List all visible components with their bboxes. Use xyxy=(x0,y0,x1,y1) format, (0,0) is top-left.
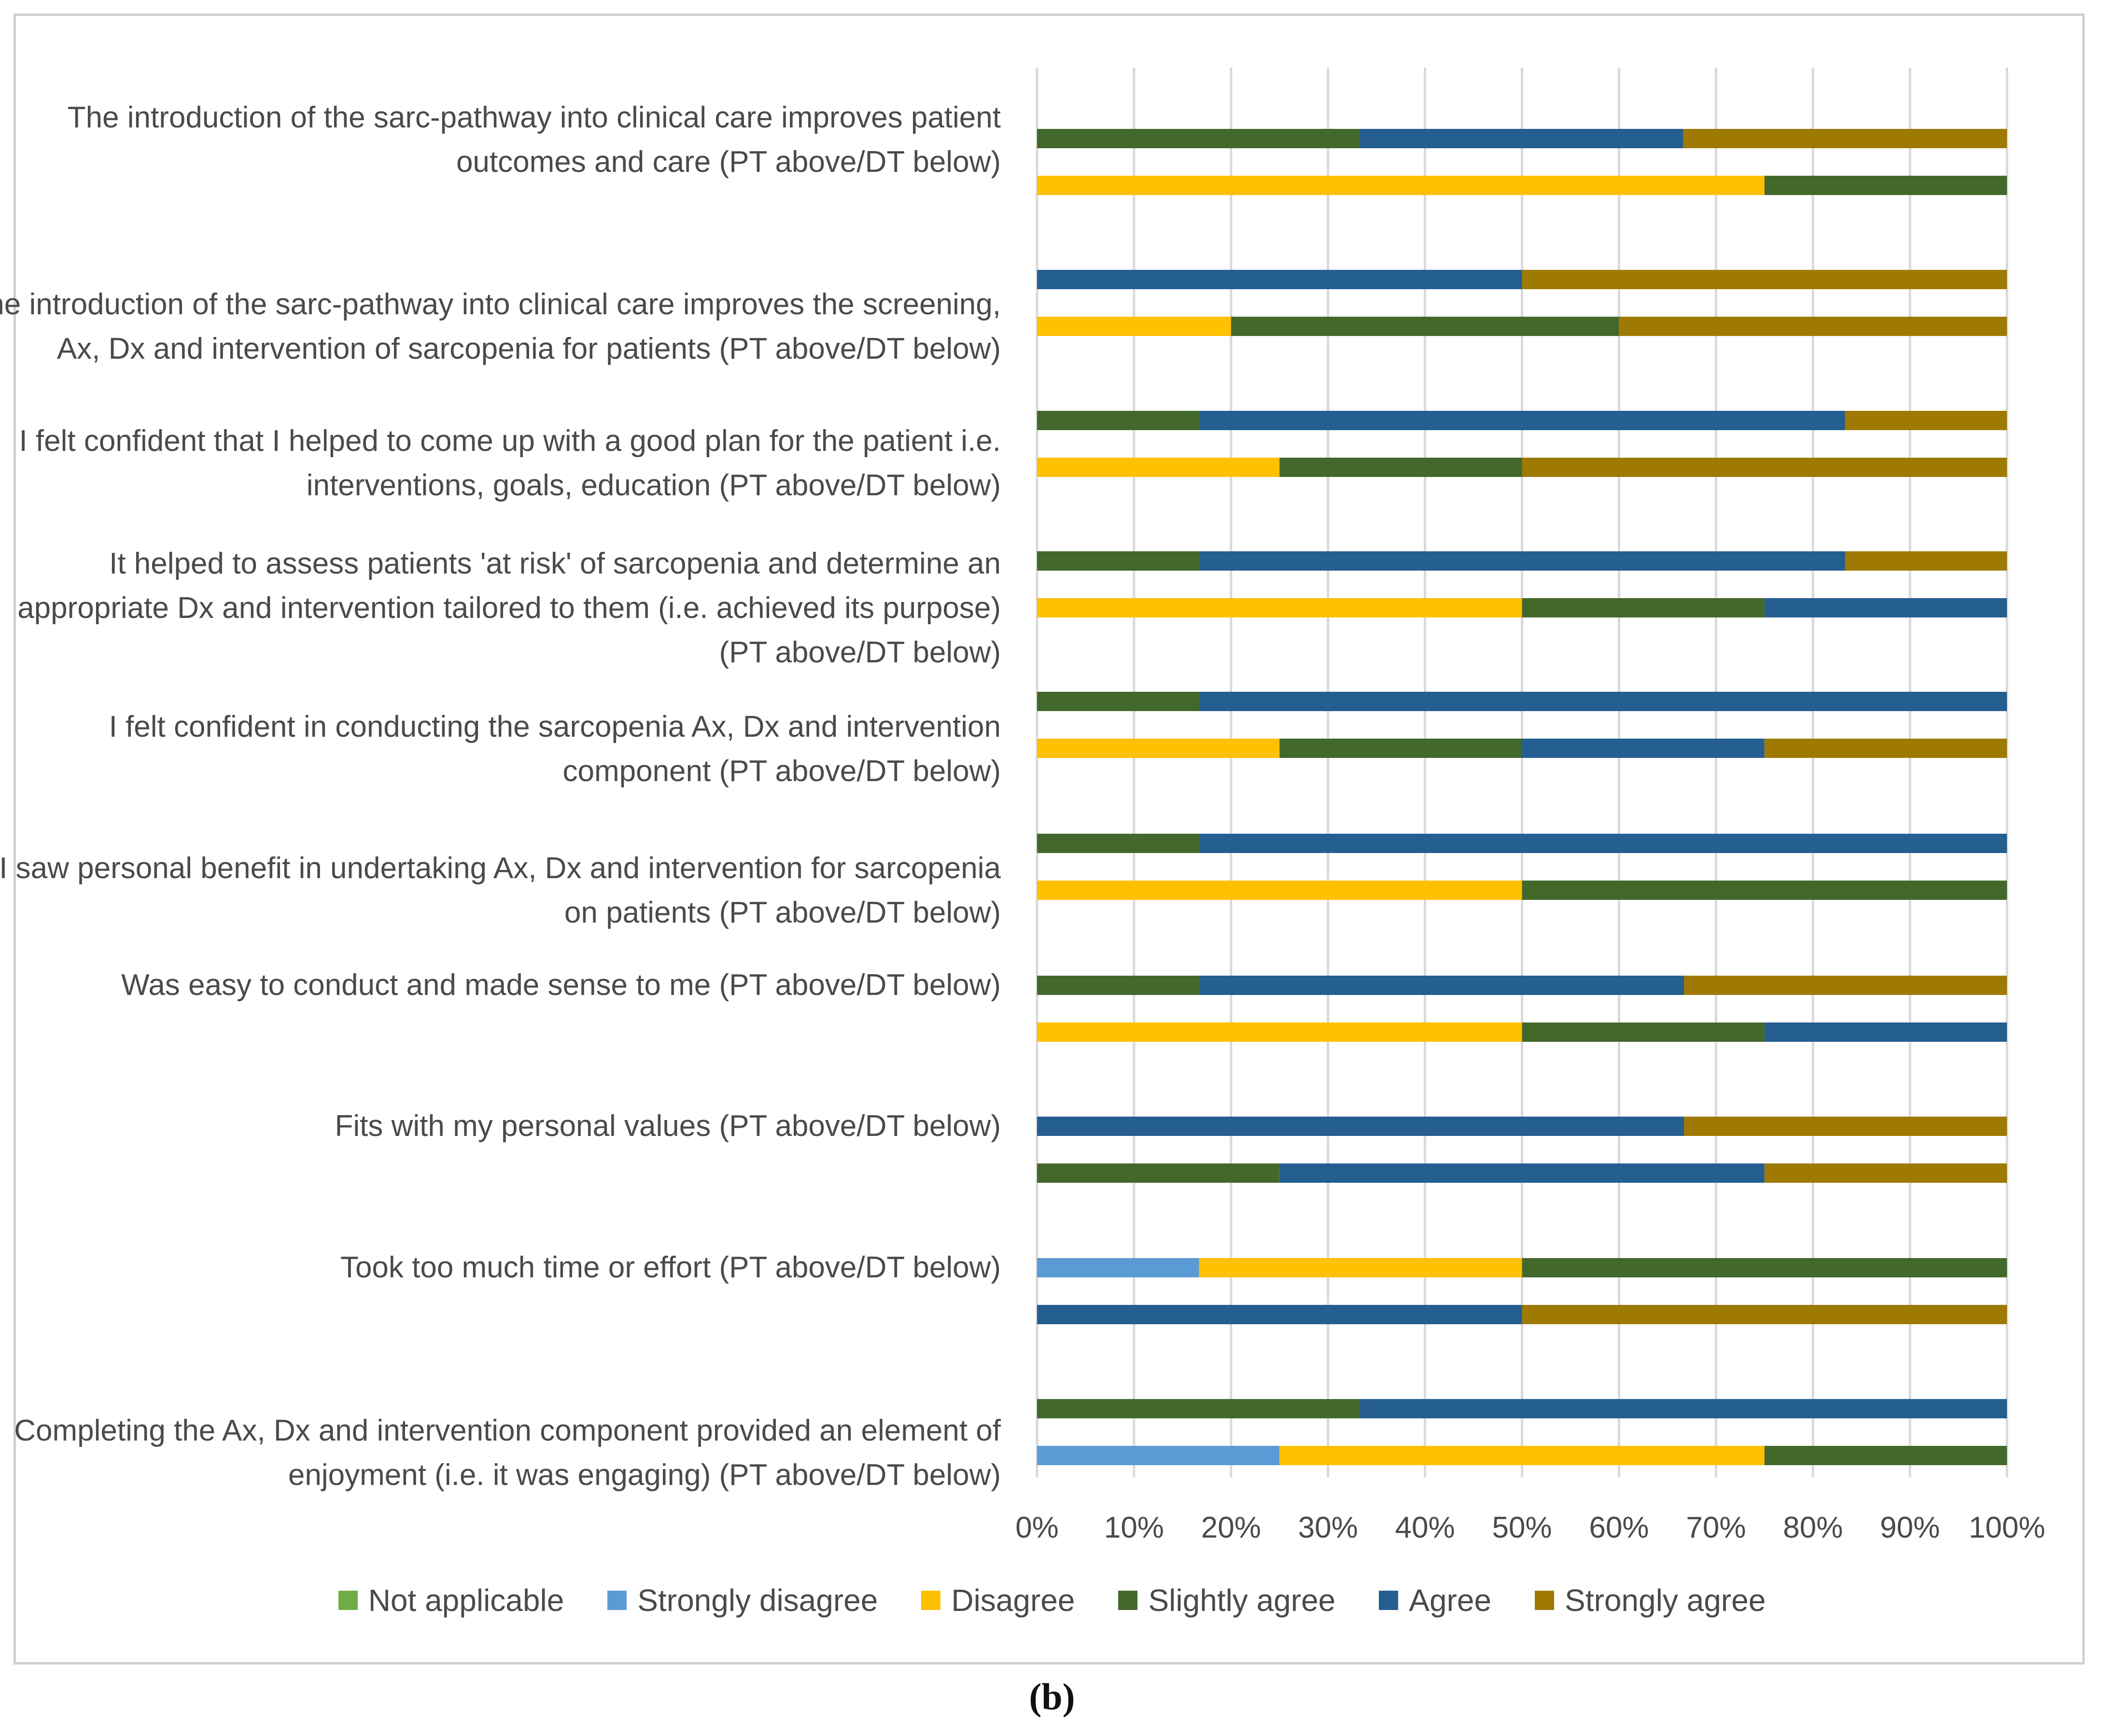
bar-segment-pt xyxy=(1037,270,1522,289)
bar-segment-dt xyxy=(1764,1446,2007,1465)
legend-swatch xyxy=(607,1591,627,1610)
legend-label: Agree xyxy=(1409,1583,1492,1618)
bar-segment-pt xyxy=(1199,692,2007,711)
bar-segment-dt xyxy=(1764,598,2007,617)
bar-segment-dt xyxy=(1037,458,1280,477)
bar-segment-dt xyxy=(1037,317,1231,336)
bar-segment-pt xyxy=(1522,1258,2007,1277)
bar-segment-pt xyxy=(1845,411,2007,430)
bar-segment-dt xyxy=(1037,739,1280,758)
legend: Not applicable Strongly disagree Disagree S… xyxy=(0,1579,2104,1622)
bar-segment-dt xyxy=(1279,739,1522,758)
question-label: Fits with my personal values (PT above/D… xyxy=(335,1109,1001,1143)
legend-label: Not applicable xyxy=(368,1583,564,1618)
bar-segment-dt xyxy=(1279,458,1522,477)
bar-segment-pt xyxy=(1522,270,2007,289)
bar-segment-dt xyxy=(1522,1305,2007,1324)
x-tick-label: 60% xyxy=(1589,1511,1649,1544)
x-tick-label: 40% xyxy=(1395,1511,1455,1544)
bar-segment-dt xyxy=(1037,1305,1522,1324)
bar-segment-pt xyxy=(1199,834,2007,853)
bar-segment-dt xyxy=(1522,1022,1765,1042)
bar-segment-dt xyxy=(1522,458,2007,477)
legend-swatch xyxy=(1535,1591,1555,1610)
bar-segment-pt xyxy=(1199,976,1684,995)
question-label: I felt confident that I helped to come u… xyxy=(19,424,1001,502)
bar-segment-pt xyxy=(1037,1399,1360,1418)
x-tick-label: 90% xyxy=(1880,1511,1940,1544)
question-label: The introduction of the sarc-pathway int… xyxy=(0,288,1001,365)
bar-segment-pt xyxy=(1684,1117,2007,1136)
bar-segment-pt xyxy=(1360,1399,2007,1418)
question-label: It helped to assess patients 'at risk' o… xyxy=(17,547,1001,669)
bar-segment-dt xyxy=(1764,739,2007,758)
bars xyxy=(1037,129,2007,1465)
x-tick-label: 10% xyxy=(1104,1511,1164,1544)
bar-segment-pt xyxy=(1037,692,1199,711)
question-label: Took too much time or effort (PT above/D… xyxy=(340,1251,1001,1284)
figure-caption: (b) xyxy=(0,1675,2104,1719)
x-axis-ticks: 0% 10% 20% 30% 40% 50% 60% 70% 80% 90% 100% xyxy=(1015,1511,2045,1544)
gridlines xyxy=(1036,68,2008,1477)
bar-segment-dt xyxy=(1037,176,1765,195)
question-label: Was easy to conduct and made sense to me… xyxy=(121,968,1001,1002)
bar-segment-pt xyxy=(1199,551,1845,571)
legend-label: Slightly agree xyxy=(1148,1583,1336,1618)
bar-segment-pt xyxy=(1360,129,1683,148)
bar-segment-pt xyxy=(1037,1117,1684,1136)
caption-text: (b) xyxy=(1029,1676,1075,1718)
legend-swatch xyxy=(338,1591,358,1610)
bar-segment-dt xyxy=(1037,598,1522,617)
bar-segment-dt xyxy=(1279,1163,1765,1183)
legend-item: Not applicable xyxy=(338,1582,564,1618)
bar-segment-dt xyxy=(1037,881,1522,900)
x-tick-label: 70% xyxy=(1686,1511,1746,1544)
legend-label: Strongly disagree xyxy=(637,1583,878,1618)
bar-segment-dt xyxy=(1037,1446,1280,1465)
x-tick-label: 50% xyxy=(1492,1511,1552,1544)
x-tick-label: 0% xyxy=(1015,1511,1059,1544)
question-label: Completing the Ax, Dx and intervention c… xyxy=(14,1414,1001,1492)
bar-segment-pt xyxy=(1199,1258,1522,1277)
legend-item: Strongly disagree xyxy=(607,1582,878,1618)
bar-segment-dt xyxy=(1619,317,2007,336)
bar-segment-pt xyxy=(1037,834,1199,853)
legend-swatch xyxy=(921,1591,941,1610)
bar-segment-dt xyxy=(1522,598,1765,617)
legend-item: Disagree xyxy=(921,1582,1075,1618)
x-tick-label: 100% xyxy=(1969,1511,2046,1544)
x-tick-label: 30% xyxy=(1298,1511,1358,1544)
bar-segment-pt xyxy=(1037,129,1360,148)
bar-segment-dt xyxy=(1764,1022,2007,1042)
legend-item: Strongly agree xyxy=(1535,1582,1766,1618)
legend-item: Slightly agree xyxy=(1118,1582,1335,1618)
bar-segment-pt xyxy=(1845,551,2007,571)
legend-item: Agree xyxy=(1379,1582,1491,1618)
bar-segment-dt xyxy=(1764,176,2007,195)
bar-segment-pt xyxy=(1199,411,1845,430)
bar-segment-dt xyxy=(1279,1446,1765,1465)
bar-segment-dt xyxy=(1231,317,1619,336)
bar-segment-pt xyxy=(1037,411,1199,430)
question-label: I felt confident in conducting the sarco… xyxy=(109,710,1001,788)
bar-segment-dt xyxy=(1522,881,2007,900)
x-tick-label: 80% xyxy=(1783,1511,1843,1544)
question-label: The introduction of the sarc-pathway int… xyxy=(67,101,1001,179)
bar-segment-dt xyxy=(1764,1163,2007,1183)
bar-segment-pt xyxy=(1037,976,1199,995)
legend-label: Disagree xyxy=(951,1583,1075,1618)
bar-segment-dt xyxy=(1522,739,1765,758)
bar-segment-pt xyxy=(1037,1258,1199,1277)
bar-segment-pt xyxy=(1037,551,1199,571)
bar-segment-dt xyxy=(1037,1022,1522,1042)
legend-swatch xyxy=(1379,1591,1399,1610)
question-label: I saw personal benefit in undertaking Ax… xyxy=(0,852,1001,929)
legend-swatch xyxy=(1118,1591,1138,1610)
bar-segment-dt xyxy=(1037,1163,1280,1183)
legend-label: Strongly agree xyxy=(1565,1583,1766,1618)
bar-segment-pt xyxy=(1684,976,2007,995)
bar-segment-pt xyxy=(1683,129,2007,148)
x-tick-label: 20% xyxy=(1201,1511,1261,1544)
